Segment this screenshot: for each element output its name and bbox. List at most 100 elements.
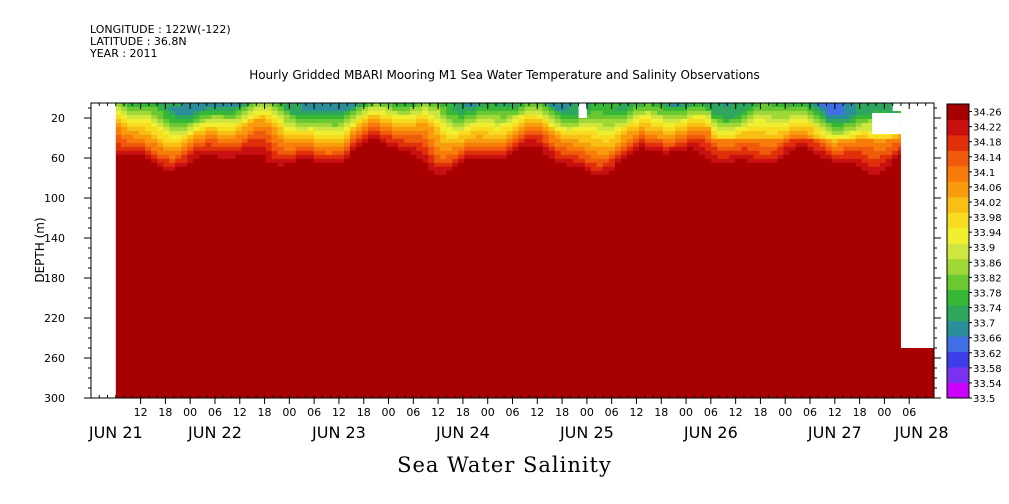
heatmap-cell — [193, 103, 200, 108]
heatmap-cell — [121, 202, 128, 208]
heatmap-cell — [145, 122, 152, 128]
heatmap-cell — [325, 386, 333, 391]
heatmap-cell — [169, 382, 176, 387]
heatmap-cell — [343, 382, 351, 387]
heatmap-cell — [223, 318, 231, 323]
heatmap-cell — [337, 182, 345, 188]
heatmap-cell — [187, 182, 194, 188]
heatmap-cell — [253, 130, 261, 136]
heatmap-cell — [380, 374, 387, 379]
heatmap-cell — [193, 366, 200, 371]
heatmap-cell — [355, 170, 363, 176]
heatmap-cell — [319, 190, 327, 196]
heatmap-cell — [247, 114, 255, 120]
heatmap-cell — [193, 270, 200, 276]
heatmap-cell — [139, 118, 146, 124]
heatmap-cell — [452, 242, 459, 248]
heatmap-cell — [121, 198, 128, 204]
heatmap-cell — [440, 390, 447, 395]
heatmap-cell — [337, 370, 345, 375]
heatmap-cell — [476, 278, 483, 283]
heatmap-cell — [169, 286, 176, 291]
heatmap-cell — [271, 282, 279, 287]
heatmap-cell — [337, 158, 345, 164]
heatmap-cell — [181, 150, 188, 156]
heatmap-cell — [319, 346, 327, 351]
heatmap-cell — [301, 126, 309, 132]
heatmap-cell — [157, 138, 164, 144]
heatmap-cell — [392, 158, 399, 164]
heatmap-cell — [199, 138, 207, 144]
heatmap-cell — [440, 270, 447, 276]
heatmap-cell — [325, 170, 333, 176]
heatmap-cell — [175, 226, 182, 232]
heatmap-cell — [277, 194, 285, 200]
heatmap-cell — [325, 218, 333, 224]
heatmap-cell — [283, 162, 291, 168]
heatmap-cell — [217, 103, 225, 108]
heatmap-cell — [307, 146, 315, 152]
heatmap-cell — [349, 218, 357, 224]
heatmap-cell — [416, 354, 423, 359]
heatmap-cell — [187, 150, 194, 156]
heatmap-cell — [259, 226, 267, 232]
heatmap-cell — [223, 114, 231, 120]
heatmap-cell — [187, 170, 194, 176]
heatmap-cell — [235, 302, 243, 307]
heatmap-cell — [349, 358, 357, 363]
heatmap-cell — [434, 242, 441, 248]
heatmap-cell — [428, 326, 435, 331]
heatmap-cell — [494, 138, 502, 144]
heatmap-cell — [367, 186, 375, 192]
heatmap-cell — [115, 254, 122, 260]
heatmap-cell — [229, 262, 237, 268]
heatmap-cell — [253, 118, 261, 124]
heatmap-cell — [410, 206, 417, 212]
heatmap-cell — [349, 103, 357, 108]
heatmap-cell — [488, 230, 496, 236]
heatmap-cell — [145, 374, 152, 379]
heatmap-cell — [428, 358, 435, 363]
heatmap-cell — [349, 298, 357, 303]
heatmap-cell — [175, 150, 182, 156]
heatmap-cell — [361, 158, 369, 164]
heatmap-cell — [470, 302, 477, 307]
heatmap-cell — [464, 346, 471, 351]
heatmap-cell — [169, 174, 176, 180]
heatmap-cell — [307, 182, 315, 188]
heatmap-cell — [343, 210, 351, 216]
heatmap-cell — [271, 162, 279, 168]
heatmap-cell — [307, 314, 315, 319]
heatmap-cell — [145, 134, 152, 140]
heatmap-cell — [325, 238, 333, 244]
heatmap-cell — [458, 250, 465, 256]
heatmap-cell — [265, 174, 273, 180]
heatmap-cell — [259, 154, 267, 160]
heatmap-cell — [361, 118, 369, 124]
heatmap-cell — [295, 202, 303, 208]
heatmap-cell — [205, 182, 213, 188]
heatmap-cell — [343, 146, 351, 152]
heatmap-cell — [295, 278, 303, 283]
heatmap-cell — [145, 318, 152, 323]
heatmap-cell — [199, 106, 207, 112]
heatmap-cell — [380, 218, 387, 224]
heatmap-cell — [374, 346, 381, 351]
heatmap-cell — [277, 138, 285, 144]
heatmap-cell — [121, 366, 128, 371]
heatmap-cell — [307, 394, 315, 398]
heatmap-cell — [205, 226, 213, 232]
heatmap-cell — [163, 306, 170, 311]
heatmap-cell — [416, 126, 423, 132]
heatmap-cell — [169, 370, 176, 375]
heatmap-cell — [253, 226, 261, 232]
heatmap-cell — [440, 342, 447, 347]
heatmap-cell — [488, 394, 496, 398]
heatmap-cell — [476, 246, 483, 252]
heatmap-cell — [205, 378, 213, 383]
heatmap-cell — [235, 254, 243, 260]
heatmap-cell — [163, 234, 170, 240]
heatmap-cell — [410, 246, 417, 252]
heatmap-cell — [398, 362, 405, 367]
heatmap-cell — [121, 134, 128, 140]
